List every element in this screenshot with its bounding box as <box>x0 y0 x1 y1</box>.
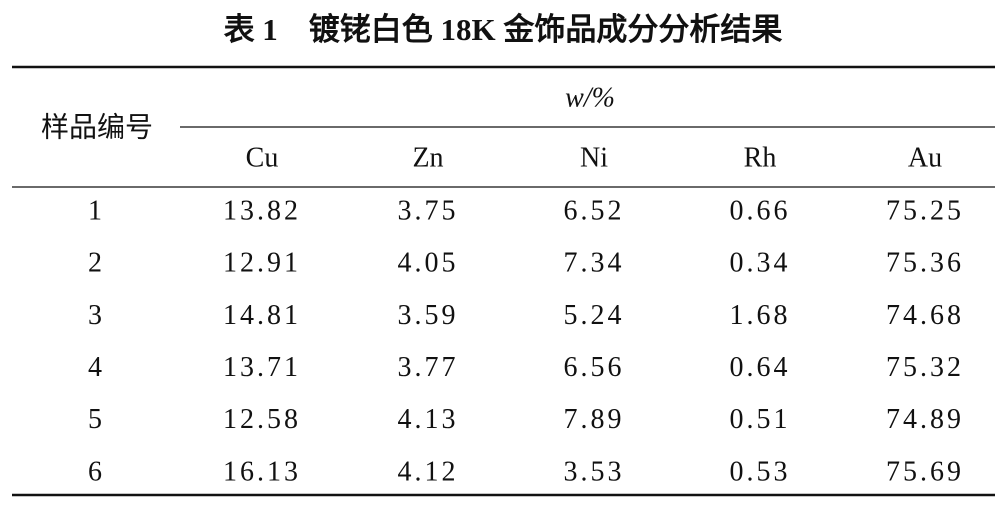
cell-value: 12.91 <box>223 248 301 279</box>
cell-value: 7.34 <box>564 248 625 279</box>
cell-value: 14.81 <box>223 300 301 331</box>
cell-value: 6.52 <box>564 195 625 226</box>
cell-value: 4.12 <box>398 456 459 487</box>
cell-value: 6.56 <box>564 352 625 383</box>
cell-value: 75.25 <box>886 195 964 226</box>
column-header: Rh <box>744 142 777 173</box>
cell-value: 13.71 <box>223 352 301 383</box>
cell-value: 74.89 <box>886 404 964 435</box>
sample-id: 4 <box>88 352 102 383</box>
cell-value: 4.13 <box>398 404 459 435</box>
cell-value: 7.89 <box>564 404 625 435</box>
cell-value: 13.82 <box>223 195 301 226</box>
cell-value: 75.36 <box>886 248 964 279</box>
column-header: Cu <box>246 142 279 173</box>
cell-value: 3.75 <box>398 195 459 226</box>
cell-value: 75.69 <box>886 456 964 487</box>
cell-value: 1.68 <box>730 300 791 331</box>
cell-value: 5.24 <box>564 300 625 331</box>
column-header: Zn <box>412 142 443 173</box>
cell-value: 12.58 <box>223 404 301 435</box>
table-title: 表 1 镀铑白色 18K 金饰品成分分析结果 <box>224 12 783 47</box>
unit-header: w/% <box>565 82 615 113</box>
cell-value: 0.51 <box>730 404 791 435</box>
cell-value: 75.32 <box>886 352 964 383</box>
sample-id: 2 <box>88 248 102 279</box>
cell-value: 0.64 <box>730 352 791 383</box>
cell-value: 3.77 <box>398 352 459 383</box>
cell-value: 3.53 <box>564 456 625 487</box>
sample-id: 5 <box>88 404 102 435</box>
sample-id: 6 <box>88 456 102 487</box>
column-header: Ni <box>580 142 608 173</box>
cell-value: 3.59 <box>398 300 459 331</box>
cell-value: 0.34 <box>730 248 791 279</box>
cell-value: 4.05 <box>398 248 459 279</box>
cell-value: 0.66 <box>730 195 791 226</box>
column-header: Au <box>908 142 942 173</box>
cell-value: 0.53 <box>730 456 791 487</box>
cell-value: 74.68 <box>886 300 964 331</box>
sample-id: 1 <box>88 195 102 226</box>
cell-value: 16.13 <box>223 456 301 487</box>
sample-header: 样品编号 <box>41 111 153 143</box>
sample-id: 3 <box>88 300 102 331</box>
